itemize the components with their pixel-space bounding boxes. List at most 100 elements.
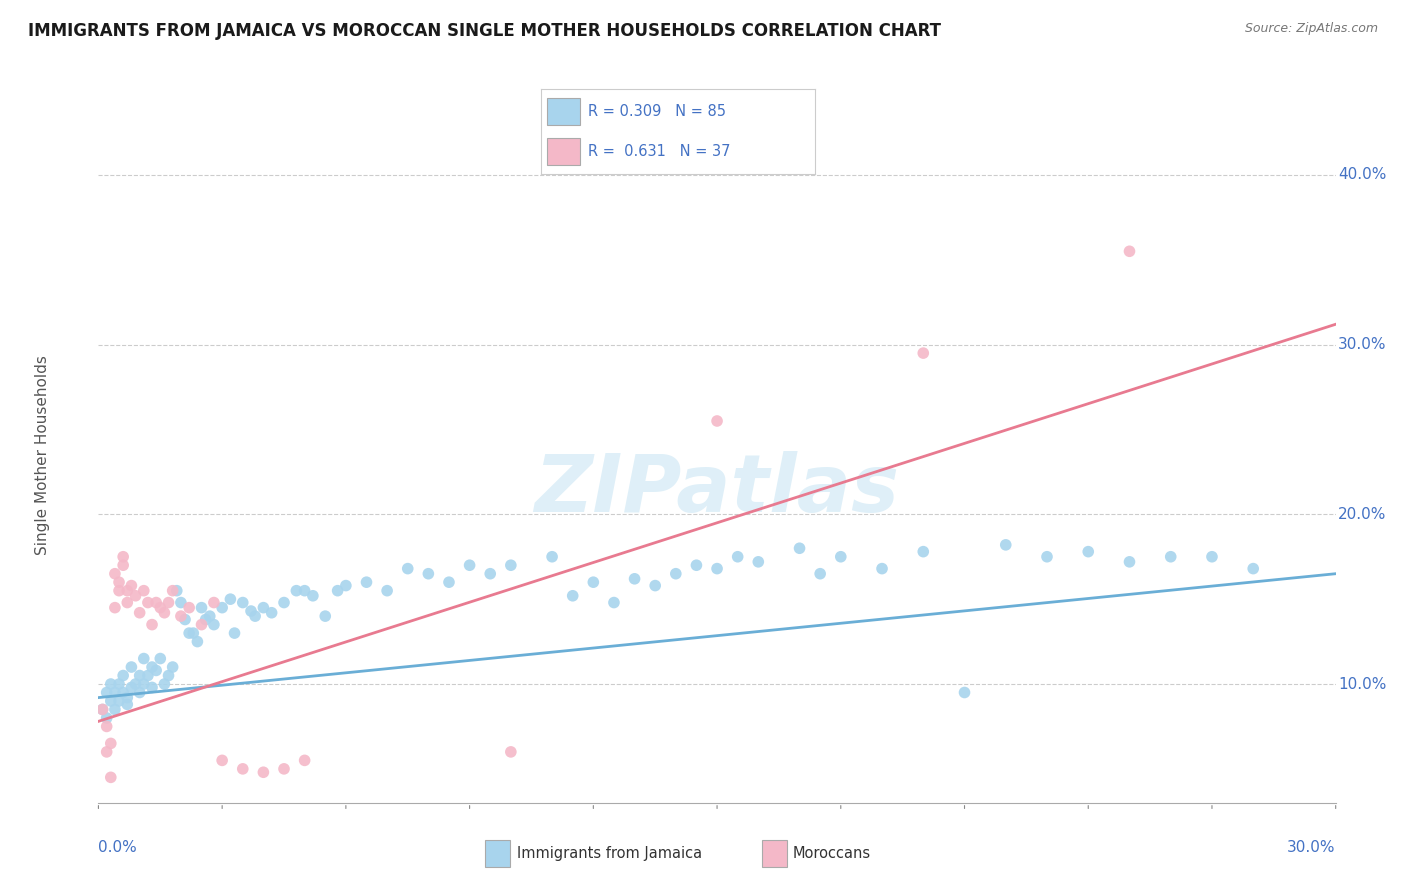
Point <box>326 583 349 598</box>
Point <box>994 538 1017 552</box>
Point <box>179 600 201 615</box>
Point <box>706 414 728 428</box>
Point <box>100 677 122 691</box>
Point <box>1036 549 1059 564</box>
Point <box>240 604 263 618</box>
Point <box>302 589 325 603</box>
Point <box>100 736 122 750</box>
Point <box>198 609 221 624</box>
Point <box>141 681 163 695</box>
Point <box>117 596 139 610</box>
Point <box>190 617 212 632</box>
Point <box>132 583 155 598</box>
Point <box>170 596 193 610</box>
Point <box>124 589 146 603</box>
Point <box>747 555 769 569</box>
Point <box>136 668 159 682</box>
Point <box>260 606 283 620</box>
Point <box>541 549 564 564</box>
Point <box>117 583 139 598</box>
Point <box>166 583 188 598</box>
Bar <box>547 98 579 125</box>
Point <box>1118 555 1140 569</box>
Text: R = 0.309   N = 85: R = 0.309 N = 85 <box>588 103 725 119</box>
Point <box>356 575 378 590</box>
Point <box>108 677 131 691</box>
Point <box>104 702 127 716</box>
Text: Moroccans: Moroccans <box>793 847 872 861</box>
Point <box>294 753 316 767</box>
Point <box>149 651 172 665</box>
Text: 20.0%: 20.0% <box>1339 507 1386 522</box>
Point <box>285 583 308 598</box>
Point <box>157 596 180 610</box>
Point <box>170 609 193 624</box>
Point <box>211 600 233 615</box>
Point <box>108 583 131 598</box>
Point <box>953 685 976 699</box>
Point <box>120 681 142 695</box>
Point <box>644 578 666 592</box>
Point <box>623 572 645 586</box>
Point <box>91 702 114 716</box>
Point <box>181 626 204 640</box>
Point <box>128 668 150 682</box>
Point <box>108 575 131 590</box>
Point <box>335 578 357 592</box>
Point <box>145 596 167 610</box>
Point <box>912 544 935 558</box>
Point <box>294 583 316 598</box>
Point <box>582 575 605 590</box>
Point <box>157 668 180 682</box>
Point <box>153 677 176 691</box>
Point <box>153 606 176 620</box>
Point <box>211 753 233 767</box>
Point <box>665 566 688 581</box>
Point <box>870 561 893 575</box>
Point <box>499 745 522 759</box>
Point <box>808 566 831 581</box>
Point <box>437 575 460 590</box>
Text: 40.0%: 40.0% <box>1339 168 1386 183</box>
Point <box>104 600 127 615</box>
Point <box>202 596 225 610</box>
Point <box>186 634 208 648</box>
Point <box>273 596 295 610</box>
Point <box>789 541 811 556</box>
Point <box>96 719 118 733</box>
Point <box>141 617 163 632</box>
Text: Single Mother Households: Single Mother Households <box>35 355 51 555</box>
Point <box>112 685 135 699</box>
Point <box>179 626 201 640</box>
Text: 0.0%: 0.0% <box>98 840 138 855</box>
Point <box>141 660 163 674</box>
Point <box>252 600 274 615</box>
Point <box>162 660 184 674</box>
Point <box>194 613 217 627</box>
Point <box>174 613 197 627</box>
Point <box>1160 549 1182 564</box>
Text: Immigrants from Jamaica: Immigrants from Jamaica <box>517 847 703 861</box>
Point <box>830 549 852 564</box>
Point <box>112 558 135 573</box>
Point <box>132 651 155 665</box>
Point <box>162 583 184 598</box>
Point <box>96 745 118 759</box>
Point <box>243 609 266 624</box>
Point <box>117 690 139 705</box>
Point <box>561 589 583 603</box>
Point <box>136 596 159 610</box>
Point <box>314 609 336 624</box>
Point <box>202 617 225 632</box>
Point <box>132 677 155 691</box>
Point <box>603 596 626 610</box>
Point <box>375 583 398 598</box>
Point <box>117 698 139 712</box>
Point <box>1201 549 1223 564</box>
Text: IMMIGRANTS FROM JAMAICA VS MOROCCAN SINGLE MOTHER HOUSEHOLDS CORRELATION CHART: IMMIGRANTS FROM JAMAICA VS MOROCCAN SING… <box>28 22 941 40</box>
Bar <box>547 138 579 165</box>
Point <box>224 626 246 640</box>
Point <box>727 549 749 564</box>
Point <box>124 677 146 691</box>
Point <box>128 685 150 699</box>
